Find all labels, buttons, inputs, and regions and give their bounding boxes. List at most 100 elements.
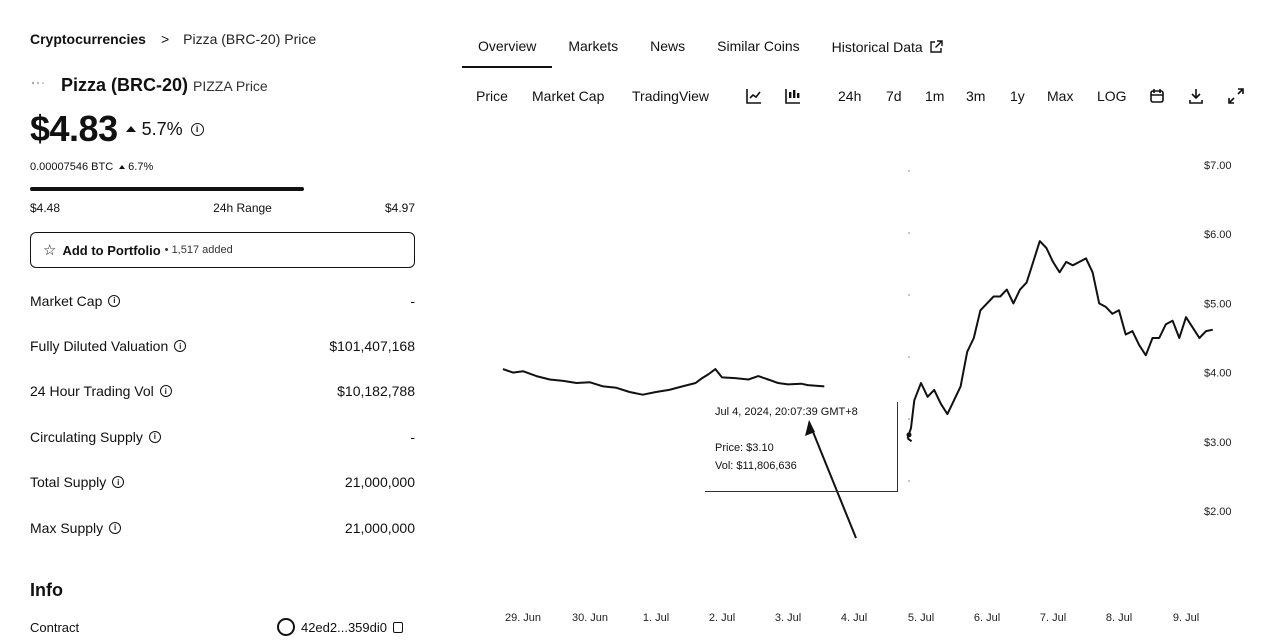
- price-change: 5.7%: [125, 118, 183, 140]
- range-max[interactable]: Max: [1047, 88, 1074, 104]
- y-tick-label: $4.00: [1204, 368, 1232, 380]
- info-icon[interactable]: i: [190, 122, 204, 136]
- range-1y[interactable]: 1y: [1010, 88, 1025, 104]
- annotation-arrowhead: [805, 420, 815, 436]
- range-label: 24h Range: [213, 201, 272, 215]
- breadcrumb-current: Pizza (BRC-20) Price: [183, 31, 317, 47]
- tooltip-price: Price: $3.10: [715, 442, 774, 454]
- tab-price[interactable]: Price: [476, 88, 508, 104]
- stat-value: 21,000,000: [344, 474, 415, 491]
- coin-summary-panel: Cryptocurrencies > Pizza (BRC-20) Price …: [30, 0, 415, 642]
- download-icon[interactable]: [1186, 86, 1206, 106]
- info-icon[interactable]: i: [112, 476, 125, 489]
- price-chart-svg: $7.00 $6.00 $5.00 $4.00 $3.00 $2.00 29. Jun 30.…: [502, 160, 1232, 624]
- copy-icon[interactable]: [393, 621, 403, 633]
- ordinals-logo-icon: [276, 618, 295, 636]
- contract-address[interactable]: 42ed2...359di0: [300, 619, 387, 635]
- coin-title: Pizza (BRC-20) PIZZA Price: [30, 75, 268, 96]
- btc-price: 0.00007546 BTC: [30, 161, 114, 173]
- x-tick-label: 8. Jul: [1106, 612, 1132, 624]
- candlestick-icon[interactable]: [783, 86, 803, 106]
- info-icon[interactable]: i: [109, 521, 122, 534]
- x-tick-label: 30. Jun: [572, 612, 608, 624]
- y-tick-label: $6.00: [1204, 229, 1232, 241]
- y-tick-label: $3.00: [1204, 437, 1232, 449]
- x-tick-label: 29. Jun: [505, 612, 541, 624]
- stat-label: Fully Diluted Valuation: [30, 338, 169, 355]
- info-icon[interactable]: i: [174, 340, 187, 353]
- external-link-icon: [929, 40, 943, 53]
- stat-label: Max Supply: [30, 519, 104, 536]
- contract-value-group: 42ed2...359di0: [276, 618, 403, 636]
- hover-point: [906, 432, 912, 438]
- x-tick-label: 4. Jul: [841, 612, 867, 624]
- x-tick-label: 2. Jul: [709, 612, 735, 624]
- fullscreen-icon[interactable]: [1226, 86, 1246, 106]
- info-icon[interactable]: i: [148, 430, 161, 443]
- stat-row-max-supply: Max Supply i 21,000,000: [30, 505, 415, 550]
- range-24h[interactable]: 24h: [838, 88, 862, 104]
- x-tick-label: 5. Jul: [908, 612, 934, 624]
- info-icon[interactable]: i: [108, 294, 121, 307]
- x-tick-label: 9. Jul: [1173, 612, 1199, 624]
- stat-value: -: [410, 292, 415, 309]
- x-tick-label: 1. Jul: [643, 612, 669, 624]
- range-1m[interactable]: 1m: [925, 88, 945, 104]
- stat-row-fdv: Fully Diluted Valuation i $101,407,168: [30, 323, 415, 368]
- add-to-portfolio-label: Add to Portfolio: [62, 242, 161, 258]
- tab-tradingview[interactable]: TradingView: [632, 88, 710, 104]
- stat-row-total-supply: Total Supply i 21,000,000: [30, 460, 415, 505]
- annotation-arrow: [808, 421, 857, 539]
- stat-value: $101,407,168: [329, 338, 415, 355]
- portfolio-added-count: • 1,517 added: [164, 244, 233, 256]
- coin-name: Pizza (BRC-20): [61, 75, 189, 95]
- breadcrumb: Cryptocurrencies > Pizza (BRC-20) Price: [30, 31, 316, 47]
- price-series-line: [907, 437, 913, 443]
- chart-tooltip: Jul 4, 2024, 20:07:39 GMT+8 Price: $3.10…: [705, 402, 898, 492]
- stat-row-circulating-supply: Circulating Supply i -: [30, 414, 415, 459]
- add-to-portfolio-button[interactable]: ☆ Add to Portfolio • 1,517 added: [30, 232, 415, 268]
- stat-label: 24 Hour Trading Vol: [30, 383, 154, 400]
- breadcrumb-separator: >: [160, 31, 170, 47]
- coin-symbol: PIZZA Price: [193, 78, 268, 94]
- tooltip-time: Jul 4, 2024, 20:07:39 GMT+8: [715, 406, 858, 418]
- stat-row-market-cap: Market Cap i -: [30, 278, 415, 323]
- range-7d[interactable]: 7d: [886, 88, 902, 104]
- y-tick-label: $7.00: [1204, 160, 1232, 172]
- tab-overview[interactable]: Overview: [462, 30, 553, 68]
- price-change-value: 5.7%: [141, 118, 183, 139]
- tab-historical-data[interactable]: Historical Data: [816, 30, 959, 68]
- price-row: $4.83 5.7% i: [30, 108, 204, 150]
- info-icon[interactable]: i: [159, 385, 172, 398]
- stat-value: 21,000,000: [344, 519, 415, 536]
- price-series-line: [906, 240, 1214, 439]
- log-toggle[interactable]: LOG: [1097, 88, 1127, 104]
- y-tick-label: $2.00: [1204, 506, 1232, 518]
- price-series-line: [502, 368, 825, 396]
- stat-row-trading-vol: 24 Hour Trading Vol i $10,182,788: [30, 369, 415, 414]
- line-chart-icon[interactable]: [744, 86, 764, 106]
- tab-historical-data-label: Historical Data: [831, 39, 923, 55]
- tooltip-volume: Vol: $11,806,636: [715, 460, 797, 472]
- breadcrumb-cryptocurrencies-link[interactable]: Cryptocurrencies: [30, 31, 146, 47]
- tab-news[interactable]: News: [650, 38, 686, 54]
- range-3m[interactable]: 3m: [966, 88, 986, 104]
- stat-value: $10,182,788: [337, 383, 415, 400]
- caret-up-icon: [119, 165, 126, 169]
- chart-toolbar: Price Market Cap TradingView 24h 7d 1m 3…: [462, 86, 1252, 108]
- main-tabs: Overview Markets News Similar Coins Hist…: [462, 30, 959, 68]
- info-heading: Info: [30, 580, 63, 600]
- tab-similar-coins[interactable]: Similar Coins: [717, 38, 800, 54]
- price-chart[interactable]: $7.00 $6.00 $5.00 $4.00 $3.00 $2.00 29. Jun 30.…: [462, 140, 1280, 642]
- btc-price-row: 0.00007546 BTC 6.7%: [30, 161, 153, 173]
- pizza-logo-icon: [31, 81, 45, 85]
- contract-label: Contract: [30, 619, 80, 635]
- caret-up-icon: [125, 126, 136, 132]
- range-labels: $4.48 24h Range $4.97: [30, 201, 415, 215]
- tab-market-cap[interactable]: Market Cap: [532, 88, 605, 104]
- calendar-icon[interactable]: [1147, 86, 1167, 106]
- tab-markets[interactable]: Markets: [568, 38, 619, 54]
- y-tick-label: $5.00: [1204, 298, 1232, 310]
- stat-label: Market Cap: [30, 292, 103, 309]
- current-price: $4.83: [30, 108, 118, 149]
